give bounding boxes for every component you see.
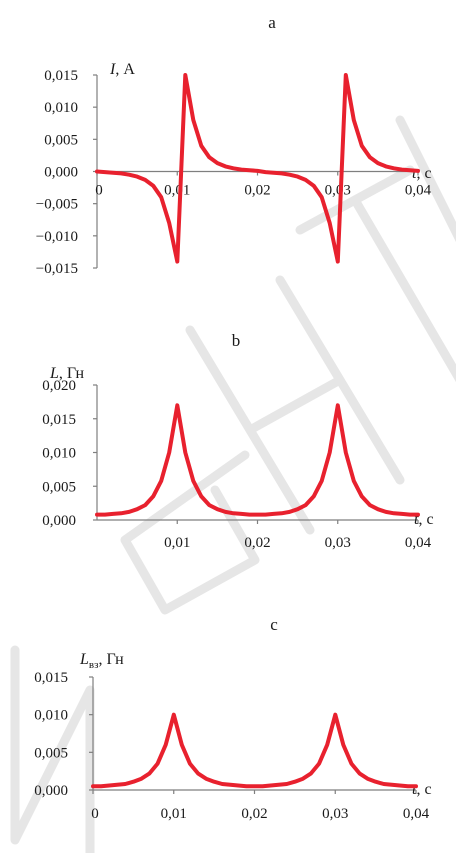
x-axis-unit: , с <box>416 165 431 182</box>
y-tick-label: 0,005 <box>34 745 68 761</box>
y-tick-label: −0,005 <box>36 197 78 213</box>
y-tick-label: 0,005 <box>42 479 76 495</box>
watermark <box>10 115 456 853</box>
y-axis-symbol: I <box>109 61 116 78</box>
panel-label-c: c <box>270 615 278 634</box>
series-line <box>91 712 418 789</box>
x-tick-label: 0,03 <box>325 183 351 199</box>
y-tick-label: −0,010 <box>36 229 78 245</box>
y-axis-title: I, А <box>109 61 135 78</box>
y-tick-label: 0,010 <box>44 100 78 116</box>
x-tick-label: 0,02 <box>241 806 267 822</box>
y-axis-symbol: L <box>49 365 59 382</box>
x-tick-label: 0,04 <box>405 183 432 199</box>
y-axis-title: Lвз, Гн <box>79 651 124 671</box>
x-axis-symbol: t <box>412 165 417 182</box>
x-tick-label: 0,01 <box>164 535 190 551</box>
x-tick-label: 0,02 <box>244 183 270 199</box>
x-tick-label: 0 <box>95 183 103 199</box>
series-line <box>95 403 420 517</box>
y-tick-label: 0,015 <box>34 670 68 686</box>
y-tick-label: 0,000 <box>44 165 78 181</box>
x-axis-title: t, с <box>414 511 434 528</box>
y-tick-label: 0,000 <box>34 783 68 799</box>
y-axis-symbol: L <box>79 651 89 668</box>
x-axis-unit: , с <box>418 511 433 528</box>
y-tick-label: 0,005 <box>44 132 78 148</box>
x-axis-symbol: t <box>414 511 419 528</box>
y-tick-label: −0,015 <box>36 261 78 277</box>
y-axis-title: L, Гн <box>49 365 85 382</box>
y-axis-subscript: вз <box>89 659 99 671</box>
chart-panel-a: a0,0150,0100,0050,000−0,005−0,010−0,0150… <box>36 13 432 277</box>
x-axis-symbol: t <box>412 781 417 798</box>
y-tick-label: 0,020 <box>42 378 76 394</box>
y-tick-label: 0,015 <box>42 412 76 428</box>
y-tick-label: 0,000 <box>42 513 76 529</box>
x-axis-title: t, с <box>412 165 432 182</box>
y-tick-label: 0,015 <box>44 68 78 84</box>
x-tick-label: 0,01 <box>161 806 187 822</box>
y-tick-label: 0,010 <box>34 708 68 724</box>
chart-panel-c: c 0,015 0,010 0,005 0,000 0 0,01 0,02 0,03 0,04 Lв… <box>34 615 431 822</box>
y-axis-unit: , Гн <box>59 365 85 382</box>
chart-panel-b: b 0,020 0,015 0,010 0,005 0,000 0,01 0,02 0,03 0,… <box>42 331 433 551</box>
y-axis-unit: , А <box>115 61 135 78</box>
x-tick-label: 0,04 <box>405 535 432 551</box>
x-axis-title: t, с <box>412 781 432 798</box>
y-tick-label: 0,010 <box>42 446 76 462</box>
x-tick-label: 0,03 <box>325 535 351 551</box>
panel-label-a: a <box>268 13 276 32</box>
y-axis-unit: , Гн <box>98 651 124 668</box>
x-tick-label: 0,01 <box>164 183 190 199</box>
panel-label-b: b <box>232 331 241 350</box>
x-tick-label: 0,03 <box>322 806 348 822</box>
x-tick-label: 0 <box>91 806 99 822</box>
x-tick-label: 0,04 <box>403 806 430 822</box>
x-axis-unit: , с <box>416 781 431 798</box>
series-line <box>95 73 420 264</box>
x-tick-label: 0,02 <box>244 535 270 551</box>
